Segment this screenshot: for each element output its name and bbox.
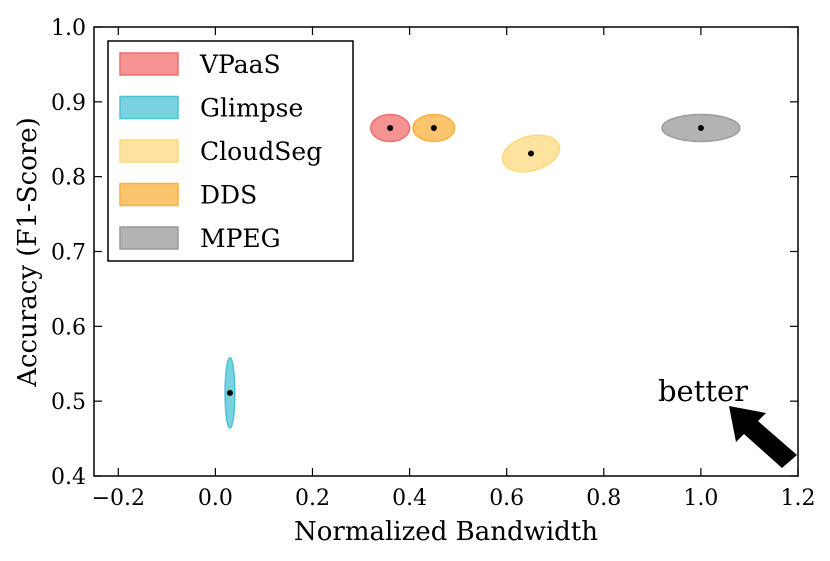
legend-label-cloudseg: CloudSeg xyxy=(200,137,322,166)
y-tick-label: 0.8 xyxy=(51,166,86,191)
y-tick-label: 1.0 xyxy=(51,16,86,41)
axis-ticks xyxy=(94,26,799,477)
x-tick-label: 0.6 xyxy=(489,486,524,511)
legend-swatch-glimpse xyxy=(119,95,179,120)
y-axis-label: Accuracy (F1-Score) xyxy=(13,117,43,388)
x-tick-label: 0.4 xyxy=(392,486,427,511)
x-tick-label: 0.8 xyxy=(586,486,621,511)
x-tick-label: 0.0 xyxy=(198,486,233,511)
legend: VPaaS Glimpse CloudSeg DDS MPEG xyxy=(107,40,354,262)
legend-swatch-cloudseg xyxy=(119,139,179,163)
legend-swatch-vpaas xyxy=(119,52,179,76)
y-tick-label: 0.7 xyxy=(51,241,86,266)
tick-labels: −0.2 0.0 0.2 0.4 0.6 0.8 1.0 1.2 0.4 0.5 0.6 0.7 0.8… xyxy=(51,16,816,511)
y-tick-label: 0.9 xyxy=(51,91,86,116)
better-annotation: better xyxy=(658,374,748,408)
mpeg-point xyxy=(697,125,704,132)
legend-label-dds: DDS xyxy=(200,181,257,210)
mean-points xyxy=(226,125,704,396)
x-tick-label: −0.2 xyxy=(92,486,145,511)
x-axis-label: Normalized Bandwidth xyxy=(294,517,598,547)
x-tick-label: 0.2 xyxy=(295,486,330,511)
glimpse-point xyxy=(226,389,233,396)
vpaas-point xyxy=(387,125,394,132)
legend-swatch-mpeg xyxy=(119,226,179,250)
y-tick-label: 0.6 xyxy=(51,315,86,340)
better-arrow xyxy=(729,406,797,468)
legend-label-vpaas: VPaaS xyxy=(199,50,281,79)
y-tick-label: 0.4 xyxy=(51,465,86,490)
cloudseg-point xyxy=(527,150,534,157)
y-tick-label: 0.5 xyxy=(51,390,86,415)
x-tick-label: 1.2 xyxy=(781,486,816,511)
x-tick-label: 1.0 xyxy=(683,486,718,511)
legend-swatch-dds xyxy=(119,182,179,207)
legend-label-mpeg: MPEG xyxy=(200,224,281,253)
dds-point xyxy=(430,125,437,132)
legend-label-glimpse: Glimpse xyxy=(200,94,303,123)
